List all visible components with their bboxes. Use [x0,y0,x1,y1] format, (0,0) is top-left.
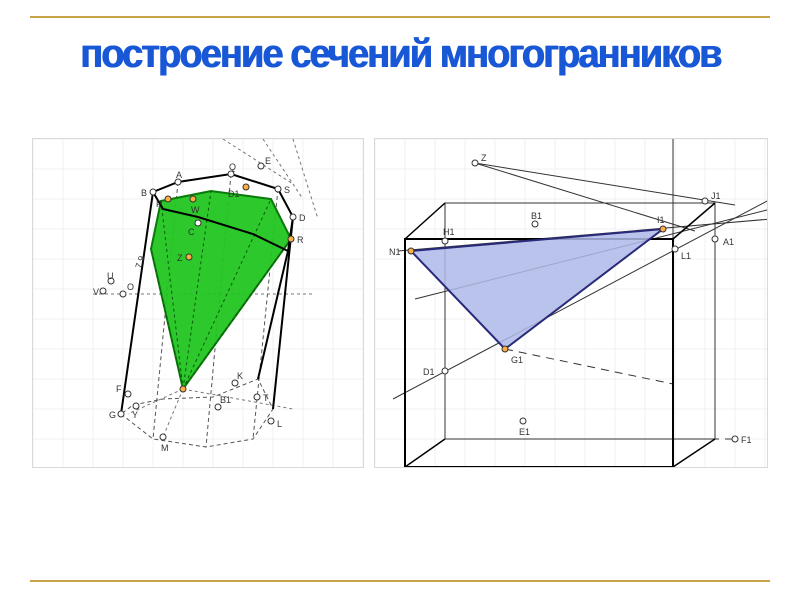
svg-text:B1: B1 [531,211,542,221]
svg-text:Z: Z [177,253,183,263]
svg-text:Y: Y [132,410,138,420]
diagram-panels: 7,9 B A Q E S D R D1 P W C Z UV O F Y G M B1 K T L Z J1 I1 A1 L1 B1… [32,138,768,466]
left-diagram: 7,9 B A Q E S D R D1 P W C Z UV O F Y G M B1 K T L [32,138,364,468]
svg-text:W: W [191,205,200,215]
svg-text:Z: Z [481,153,487,163]
svg-text:I1: I1 [657,215,665,225]
svg-text:N1: N1 [389,247,401,257]
svg-text:L1: L1 [681,251,691,261]
svg-text:B1: B1 [220,395,231,405]
svg-text:G1: G1 [511,355,523,365]
svg-text:J1: J1 [711,191,721,201]
svg-text:S: S [284,185,290,195]
svg-text:L: L [277,419,282,429]
svg-text:7,9: 7,9 [133,255,146,270]
svg-text:V: V [93,287,99,297]
svg-text:Q: Q [229,162,236,172]
svg-text:G: G [109,410,116,420]
svg-text:B: B [141,188,147,198]
svg-text:D: D [299,213,306,223]
top-rule [30,16,770,18]
svg-text:F: F [116,384,122,394]
svg-text:R: R [297,235,304,245]
svg-text:K: K [237,371,243,381]
svg-text:A1: A1 [723,237,734,247]
slide-title: построение сечений многогранников [20,32,780,77]
bottom-rule [30,580,770,582]
svg-text:F1: F1 [741,435,752,445]
svg-text:T: T [263,393,269,403]
svg-text:C: C [188,227,195,237]
svg-text:A: A [176,170,182,180]
svg-text:E1: E1 [519,427,530,437]
svg-text:O: O [127,282,134,292]
right-diagram: Z J1 I1 A1 L1 B1 H1 N1 G1 D1 E1 F1 [374,138,768,468]
svg-text:P: P [156,199,162,209]
svg-text:H1: H1 [443,227,455,237]
svg-text:M: M [161,443,169,453]
svg-text:D1: D1 [423,367,435,377]
svg-text:E: E [265,156,271,166]
svg-text:D1: D1 [228,189,240,199]
svg-text:U: U [107,271,114,281]
